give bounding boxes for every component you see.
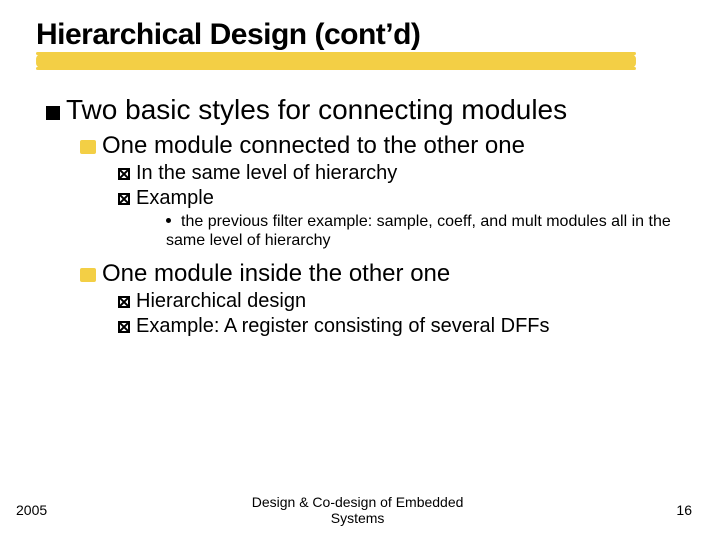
bullet-text: Example [136,187,214,209]
yellow-block-icon [80,140,96,154]
bullet-text: Two basic styles for connecting modules [66,94,567,125]
bullet-lvl2: One module inside the other one [80,260,684,288]
dot-icon [166,218,171,223]
filled-square-icon [46,106,60,120]
bullet-lvl3: Example [118,187,684,210]
bullet-lvl4: the previous filter example: sample, coe… [166,212,684,250]
bullet-lvl3: Hierarchical design [118,290,684,313]
bullet-lvl2: One module connected to the other one [80,132,684,160]
bullet-text: One module inside the other one [102,260,450,287]
bullet-text: the previous filter example: sample, coe… [166,213,671,249]
bullet-lvl3: Example: A register consisting of severa… [118,315,684,338]
slide-footer: 2005 Design & Co-design of Embedded Syst… [0,494,720,526]
boxed-x-icon [118,296,130,308]
footer-center: Design & Co-design of Embedded Systems [47,494,668,526]
bullet-text: One module connected to the other one [102,132,525,159]
boxed-x-icon [118,168,130,180]
title-underline [36,56,684,66]
bullet-text: Example: A register consisting of severa… [136,315,550,337]
footer-center-line1: Design & Co-design of Embedded [252,494,464,510]
boxed-x-icon [118,193,130,205]
bullet-lvl1: Two basic styles for connecting modules [46,94,684,126]
slide: Hierarchical Design (cont’d) Two basic s… [0,0,720,540]
yellow-block-icon [80,268,96,282]
slide-title: Hierarchical Design (cont’d) [36,18,684,52]
bullet-text: Hierarchical design [136,290,306,312]
bullet-text: In the same level of hierarchy [136,162,397,184]
boxed-x-icon [118,321,130,333]
bullet-lvl3: In the same level of hierarchy [118,162,684,185]
slide-content: Two basic styles for connecting modules … [36,94,684,338]
footer-center-line2: Systems [331,510,385,526]
footer-page-number: 16 [668,502,692,518]
footer-year: 2005 [16,502,47,518]
